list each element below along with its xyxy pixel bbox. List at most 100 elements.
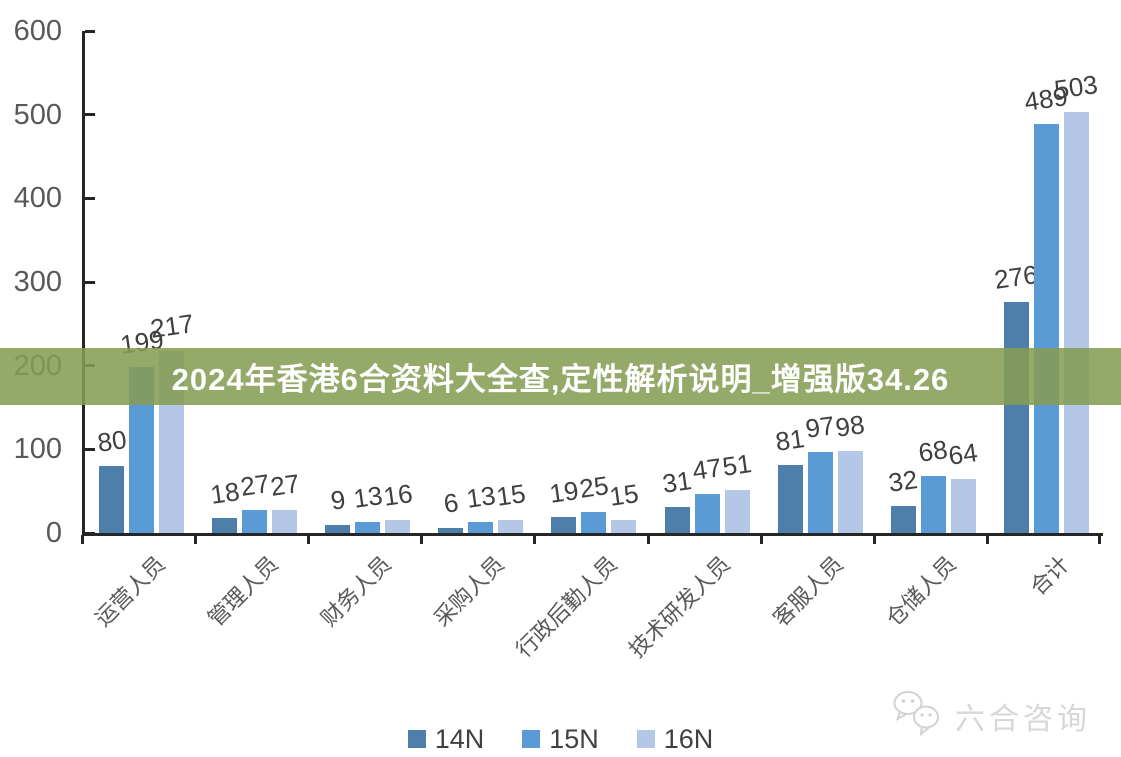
- bar-group: 6 13 15: [424, 31, 537, 533]
- bar-value-label: 503: [1052, 69, 1100, 106]
- x-category-label: 运营人员: [89, 551, 170, 632]
- x-tick-mark: [985, 535, 989, 544]
- y-tick-label: 300: [13, 266, 62, 298]
- bar-16N: [272, 510, 298, 533]
- bar-value-label: 32: [886, 464, 920, 499]
- bar-column: 25: [578, 31, 610, 533]
- bar-value-label: 15: [494, 478, 528, 513]
- bar-value-label: 27: [268, 468, 302, 503]
- x-category-label: 技术研发人员: [624, 551, 736, 663]
- bar-value-label: 68: [916, 434, 950, 468]
- x-tick-mark: [872, 535, 876, 544]
- legend-item-16N: 16N: [636, 723, 714, 754]
- bar-15N: [694, 493, 720, 533]
- bar-14N: [438, 527, 464, 533]
- bar-value-label: 276: [992, 259, 1040, 295]
- bar-value-label: 13: [464, 480, 498, 514]
- x-tick-mark: [194, 535, 198, 544]
- bar-15N: [581, 512, 607, 533]
- x-tick-mark: [81, 535, 84, 544]
- bar-value-label: 47: [690, 451, 724, 486]
- bar-column: 31: [661, 31, 694, 533]
- bar-column: 68: [917, 31, 950, 533]
- y-tick-label: 400: [13, 182, 62, 215]
- legend-label: 15N: [549, 723, 599, 754]
- bar-14N: [212, 517, 238, 533]
- bar-column: 81: [774, 31, 807, 533]
- banner-text: 2024年香港6合资料大全查,定性解析说明_增强版34.26: [171, 362, 950, 397]
- bar-16N: [837, 451, 863, 533]
- bar-group: 18 27 27: [198, 31, 311, 533]
- x-category-label: 行政后勤人员: [510, 551, 622, 663]
- bar-column: 27: [238, 31, 271, 533]
- bar-column: 16: [381, 31, 414, 533]
- wechat-chat-bubbles-icon: [891, 690, 945, 741]
- legend-item-14N: 14N: [407, 725, 484, 753]
- bar-column: 27: [268, 31, 301, 533]
- bar-group: 19 25 15: [537, 31, 650, 533]
- bar-column: 97: [804, 31, 837, 533]
- bar-15N: [355, 522, 381, 533]
- x-tick-mark: [533, 535, 537, 544]
- bar-column: 47: [691, 31, 724, 533]
- legend-swatch: [522, 730, 541, 748]
- bar-group: 31 47 51: [651, 31, 764, 533]
- bar-column: 276: [993, 31, 1040, 533]
- plot-area: 80 199 217 18 27 27 9 13 16 6 13 15 19 25 15 31 47 51 81 97…: [82, 29, 1103, 536]
- bar-15N: [1033, 123, 1059, 533]
- legend-item-15N: 15N: [522, 723, 599, 754]
- bar-column: 13: [351, 31, 384, 533]
- y-tick-mark: [85, 113, 95, 117]
- bar-value-label: 25: [577, 470, 611, 504]
- bar-value-label: 31: [660, 465, 694, 499]
- x-tick-mark: [759, 535, 763, 544]
- bar-14N: [664, 507, 690, 533]
- x-tick-mark: [307, 535, 311, 544]
- y-tick-mark: [85, 196, 95, 200]
- y-tick-label: 100: [13, 433, 62, 466]
- bar-15N: [242, 510, 268, 533]
- legend-swatch: [407, 730, 426, 748]
- bar-column: 51: [721, 31, 754, 533]
- bar-column: 32: [887, 31, 920, 533]
- legend-label: 16N: [663, 723, 714, 754]
- bar-value-label: 6: [441, 487, 461, 519]
- y-tick-mark: [85, 280, 95, 284]
- legend-swatch: [636, 730, 655, 748]
- y-tick-label: 500: [13, 98, 62, 131]
- x-category-label: 仓储人员: [881, 551, 962, 632]
- bar-group: 81 97 98: [764, 31, 877, 533]
- bar-14N: [551, 517, 577, 533]
- y-tick-mark: [85, 29, 95, 33]
- bar-15N: [807, 451, 833, 533]
- bar-14N: [99, 466, 125, 533]
- bar-value-label: 15: [607, 478, 641, 513]
- y-tick-mark: [85, 447, 95, 451]
- bar-value-label: 217: [147, 308, 196, 345]
- x-category-label: 采购人员: [428, 551, 509, 632]
- bar-15N: [920, 476, 946, 533]
- bar-value-label: 16: [381, 477, 415, 512]
- bar-column: 18: [208, 31, 241, 533]
- x-category-label: 合计: [1025, 551, 1075, 601]
- x-category-label: 管理人员: [202, 551, 283, 632]
- x-category-label: 财务人员: [315, 551, 396, 632]
- bar-group: 32 68 64: [877, 31, 990, 533]
- bar-column: 9: [325, 31, 351, 533]
- bar-16N: [385, 519, 411, 533]
- bar-value-label: 97: [803, 409, 837, 444]
- bar-16N: [950, 479, 976, 533]
- y-tick-label: 0: [45, 517, 62, 549]
- bar-16N: [724, 490, 750, 533]
- bar-column: 15: [494, 31, 527, 533]
- bar-group: 9 13 16: [311, 31, 424, 533]
- x-category-label: 客服人员: [768, 551, 849, 632]
- bar-value-label: 27: [238, 468, 272, 503]
- y-tick-mark: [85, 531, 95, 535]
- bar-value-label: 13: [351, 480, 385, 514]
- bar-value-label: 64: [946, 437, 980, 472]
- bar-column: 503: [1053, 31, 1100, 533]
- bar-value-label: 51: [720, 448, 754, 483]
- bar-14N: [777, 465, 803, 533]
